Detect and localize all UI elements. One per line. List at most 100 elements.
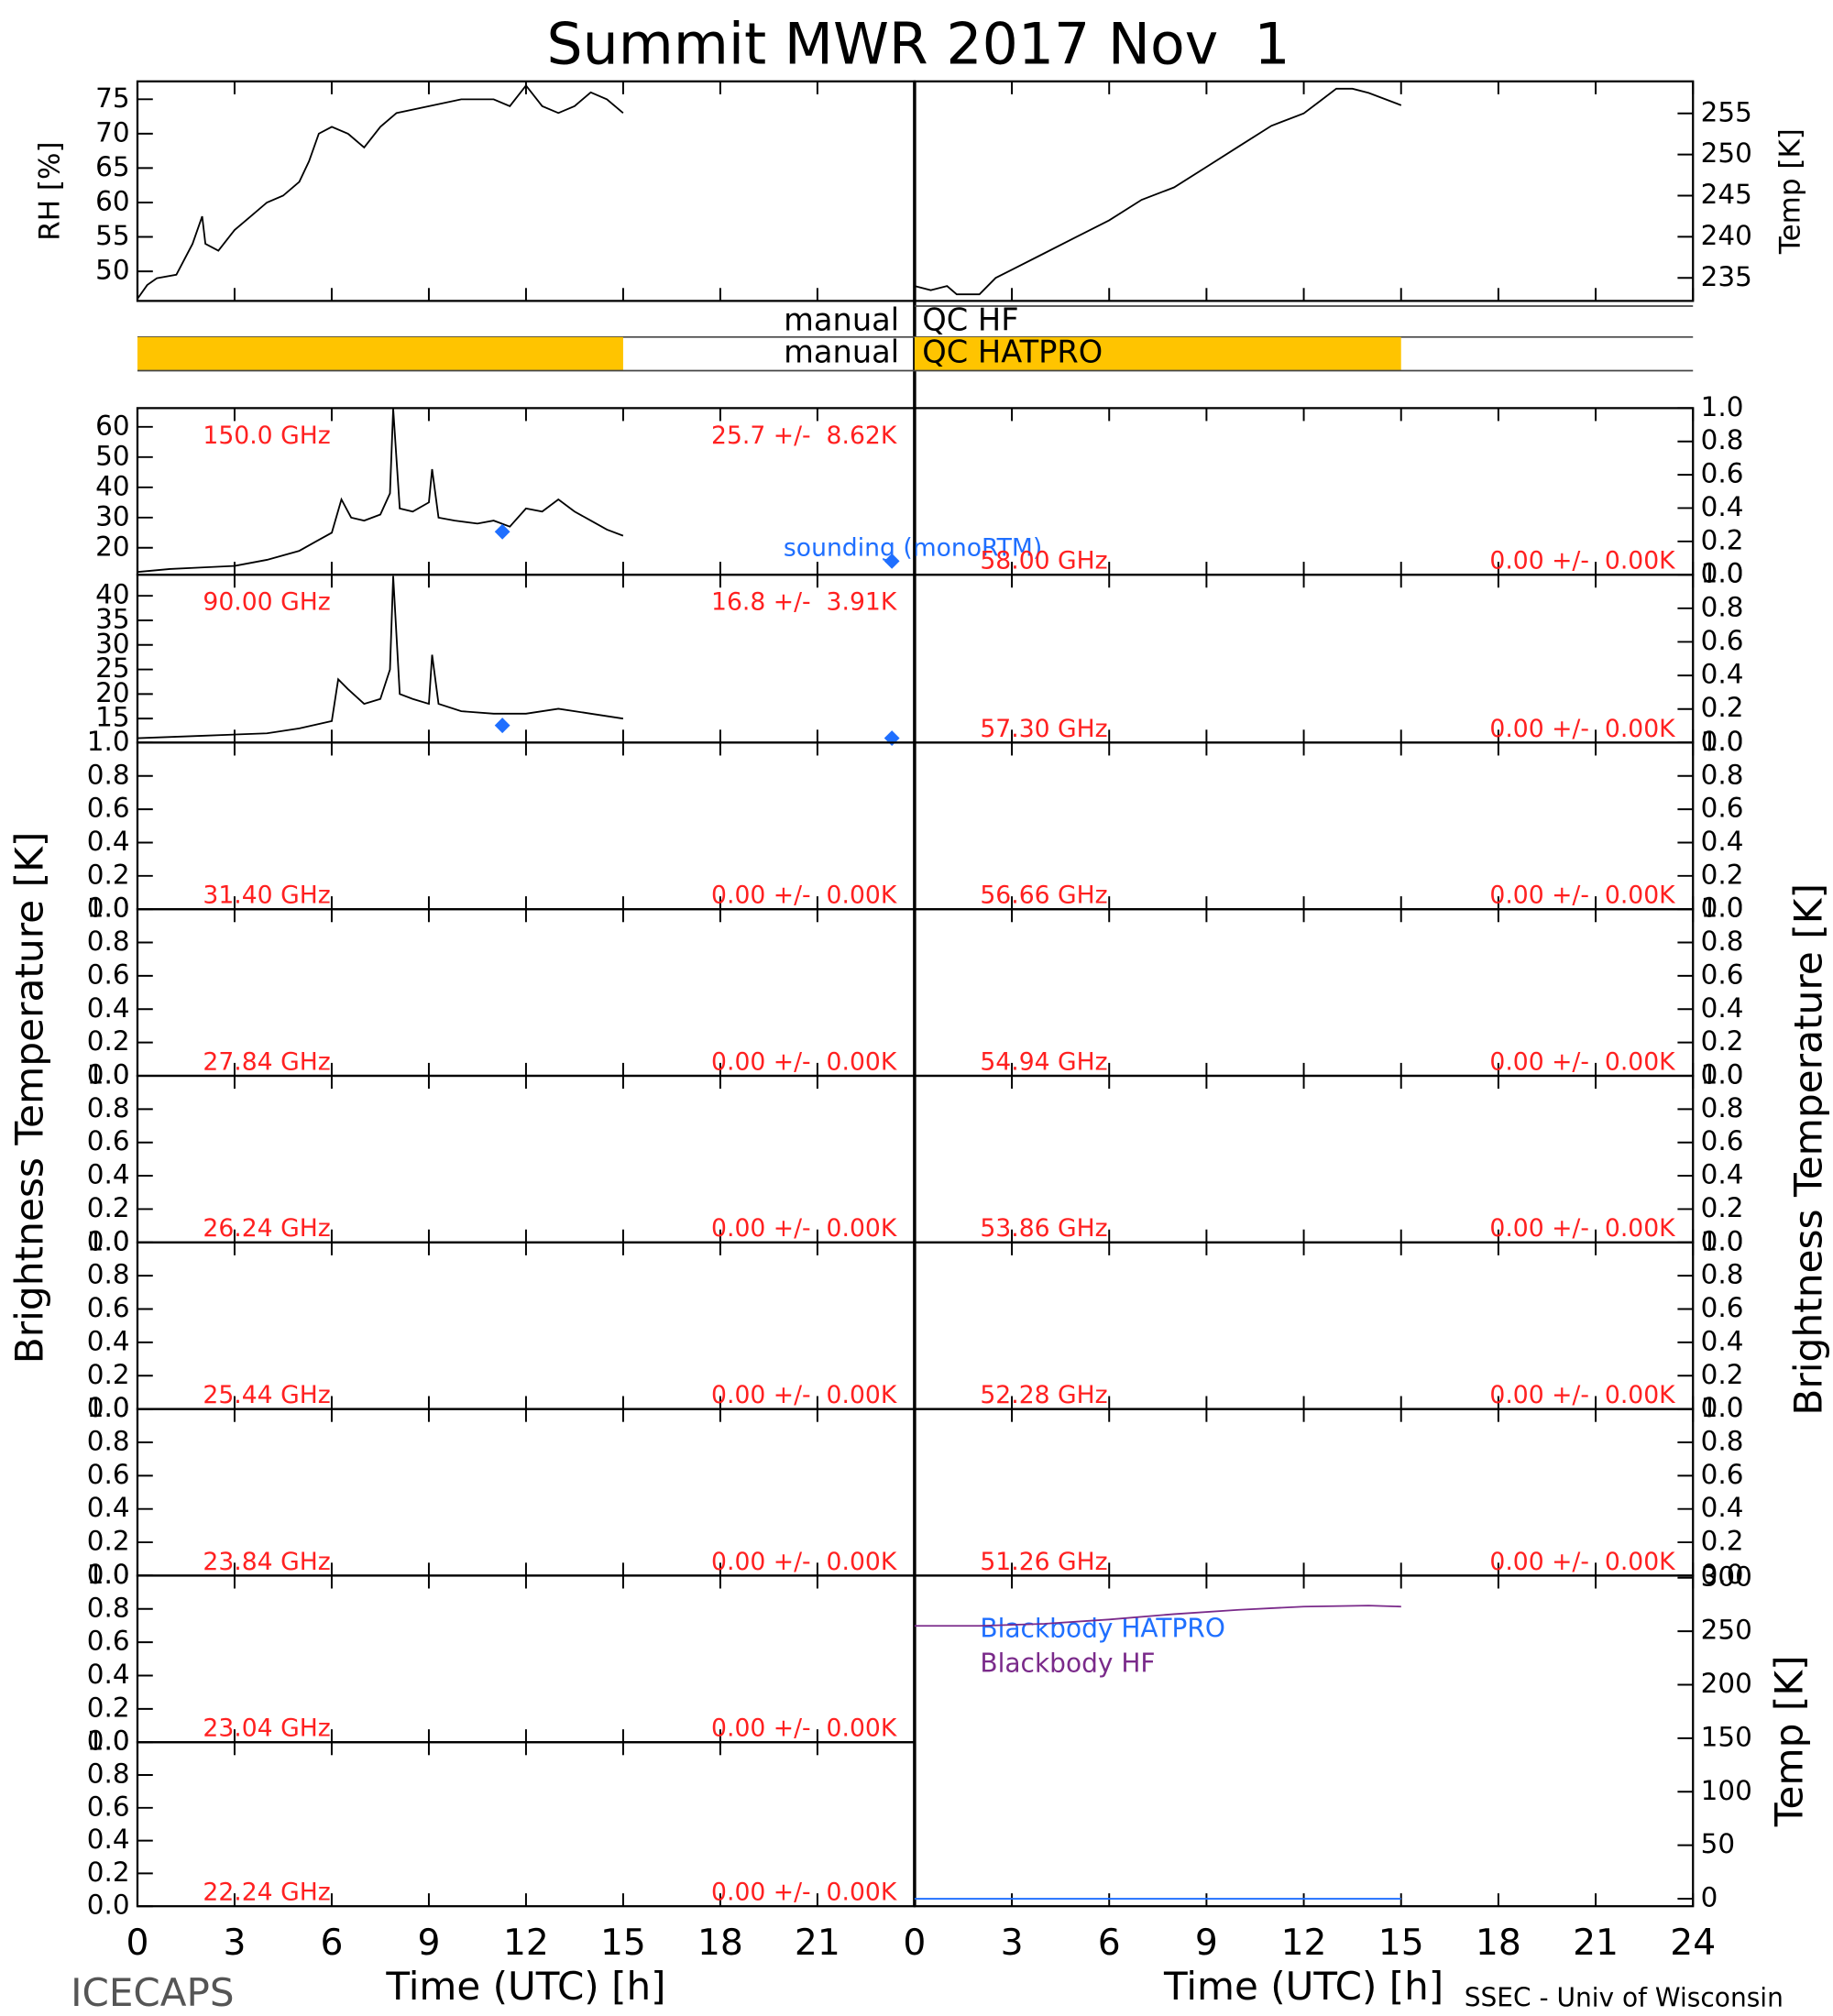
qc-name: QC HATPRO <box>922 334 1103 370</box>
y-tick-label: 245 <box>1701 179 1752 210</box>
y-tick-label: 0.6 <box>1701 1125 1744 1156</box>
channel-stats: 0.00 +/- 0.00K <box>711 1214 898 1243</box>
y-tick-label: 0.2 <box>87 1359 130 1390</box>
data-line <box>137 408 624 574</box>
y-tick-label: 150 <box>1701 1721 1752 1752</box>
y-tick-label: 1.0 <box>87 893 130 924</box>
legend-label: Blackbody HATPRO <box>980 1614 1225 1644</box>
y-tick-label: 0.0 <box>87 1726 130 1757</box>
y-tick-label: 235 <box>1701 261 1752 292</box>
y-tick-label: 0.4 <box>1701 826 1744 857</box>
y-tick-label: 0.4 <box>87 826 130 857</box>
y-tick-label: 240 <box>1701 220 1752 251</box>
y-tick-label: 70 <box>95 116 129 148</box>
y-tick-label: 255 <box>1701 96 1752 127</box>
channel-label: 23.04 GHz <box>203 1715 330 1743</box>
qc-name: QC HF <box>922 301 1018 337</box>
y-tick-label: 0.0 <box>1701 726 1744 757</box>
y-tick-label: 0.2 <box>87 1025 130 1057</box>
y-tick-label: 0.0 <box>1701 893 1744 924</box>
x-tick-label: 0 <box>903 1922 926 1964</box>
y-tick-label: 1.0 <box>87 1392 130 1423</box>
x-tick-label: 9 <box>1195 1922 1218 1964</box>
x-tick-label: 12 <box>503 1922 549 1964</box>
channel-label: 31.40 GHz <box>203 882 330 910</box>
y-tick-label: 300 <box>1701 1561 1752 1592</box>
y-tick-label: 1.0 <box>87 1559 130 1590</box>
y-tick-label: 25 <box>95 652 129 684</box>
y-tick-label: 0.6 <box>87 793 130 824</box>
y-tick-label: 20 <box>95 677 129 708</box>
qc-flag <box>137 336 623 371</box>
y-tick-label: 30 <box>95 628 129 659</box>
channel-label: 26.24 GHz <box>203 1214 330 1243</box>
x-axis-label: Time (UTC) [h] <box>1163 1964 1443 2009</box>
y-tick-label: 40 <box>95 579 129 610</box>
y-tick-label: 0.2 <box>1701 692 1744 723</box>
channel-label: 57.30 GHz <box>980 715 1107 743</box>
y-tick-label: 0.4 <box>87 1659 130 1690</box>
y-tick-label: 0.8 <box>1701 759 1744 790</box>
y-tick-label: 50 <box>1701 1828 1735 1859</box>
channel-label: 58.00 GHz <box>980 547 1107 575</box>
y-tick-label: 1.0 <box>1701 1058 1744 1090</box>
channel-label: 23.84 GHz <box>203 1548 330 1576</box>
scatter-point <box>494 718 510 734</box>
x-tick-label: 15 <box>600 1922 646 1964</box>
y-tick-label: 0.2 <box>87 1692 130 1723</box>
y-tick-label: 55 <box>95 220 129 251</box>
y-tick-label: 0.0 <box>87 1559 130 1590</box>
x-tick-label: 3 <box>223 1922 246 1964</box>
channel-stats: 25.7 +/- 8.62K <box>711 422 898 450</box>
x-tick-label: 15 <box>1378 1922 1424 1964</box>
y-tick-label: 0.6 <box>1701 1459 1744 1490</box>
y-tick-label: 1.0 <box>87 1726 130 1757</box>
y-tick-label: 50 <box>95 440 129 471</box>
y-tick-label: 0.6 <box>87 959 130 990</box>
data-line <box>914 1605 1401 1627</box>
y-tick-label: 0.8 <box>87 1758 130 1789</box>
y-tick-label: 0.0 <box>87 1058 130 1090</box>
y-tick-label: 0.4 <box>1701 1159 1744 1190</box>
y-tick-label: 0.6 <box>87 1292 130 1323</box>
y-tick-label: 75 <box>95 82 129 114</box>
qc-status: manual <box>784 334 899 370</box>
y-tick-label: 0.6 <box>87 1459 130 1490</box>
y-tick-label: 0.8 <box>1701 591 1744 622</box>
y-tick-label: 0.0 <box>87 1392 130 1423</box>
y-tick-label: 0.8 <box>87 1092 130 1123</box>
plot-frame <box>136 80 916 302</box>
y-tick-label: 0.8 <box>1701 1425 1744 1456</box>
y-axis-label: Temp [K] <box>1767 1655 1812 1827</box>
channel-stats: 0.00 +/- 0.00K <box>711 1381 898 1409</box>
y-tick-label: 100 <box>1701 1775 1752 1806</box>
y-tick-label: 0.0 <box>87 1890 130 1921</box>
y-tick-label: 1.0 <box>87 1225 130 1256</box>
y-tick-label: 0.4 <box>87 1325 130 1356</box>
y-tick-label: 0.4 <box>87 1159 130 1190</box>
y-tick-label: 0.2 <box>87 859 130 890</box>
channel-label: 52.28 GHz <box>980 1381 1107 1409</box>
y-axis-label: Temp [K] <box>1774 128 1807 255</box>
y-tick-label: 1.0 <box>1701 893 1744 924</box>
channel-stats: 0.00 +/- 0.00K <box>711 1879 898 1907</box>
qc-status: manual <box>784 301 899 337</box>
x-tick-label: 0 <box>126 1922 148 1964</box>
y-tick-label: 200 <box>1701 1668 1752 1699</box>
channel-label: 90.00 GHz <box>203 588 330 617</box>
y-tick-label: 60 <box>95 410 129 441</box>
y-tick-label: 0.0 <box>87 893 130 924</box>
x-tick-label: 21 <box>1573 1922 1619 1964</box>
y-axis-label: Brightness Temperature [K] <box>1786 883 1831 1416</box>
data-line <box>137 575 624 740</box>
y-tick-label: 0.4 <box>87 1824 130 1855</box>
qc-flag <box>914 336 1401 371</box>
channel-label: 54.94 GHz <box>980 1047 1107 1076</box>
y-tick-label: 0.8 <box>87 1425 130 1456</box>
y-tick-label: 0.8 <box>1701 926 1744 957</box>
y-tick-label: 250 <box>1701 137 1752 169</box>
y-tick-label: 0.4 <box>1701 1325 1744 1356</box>
y-tick-label: 0 <box>1701 1881 1718 1912</box>
y-tick-label: 0.6 <box>87 1125 130 1156</box>
channel-stats: 0.00 +/- 0.00K <box>1489 1548 1676 1576</box>
